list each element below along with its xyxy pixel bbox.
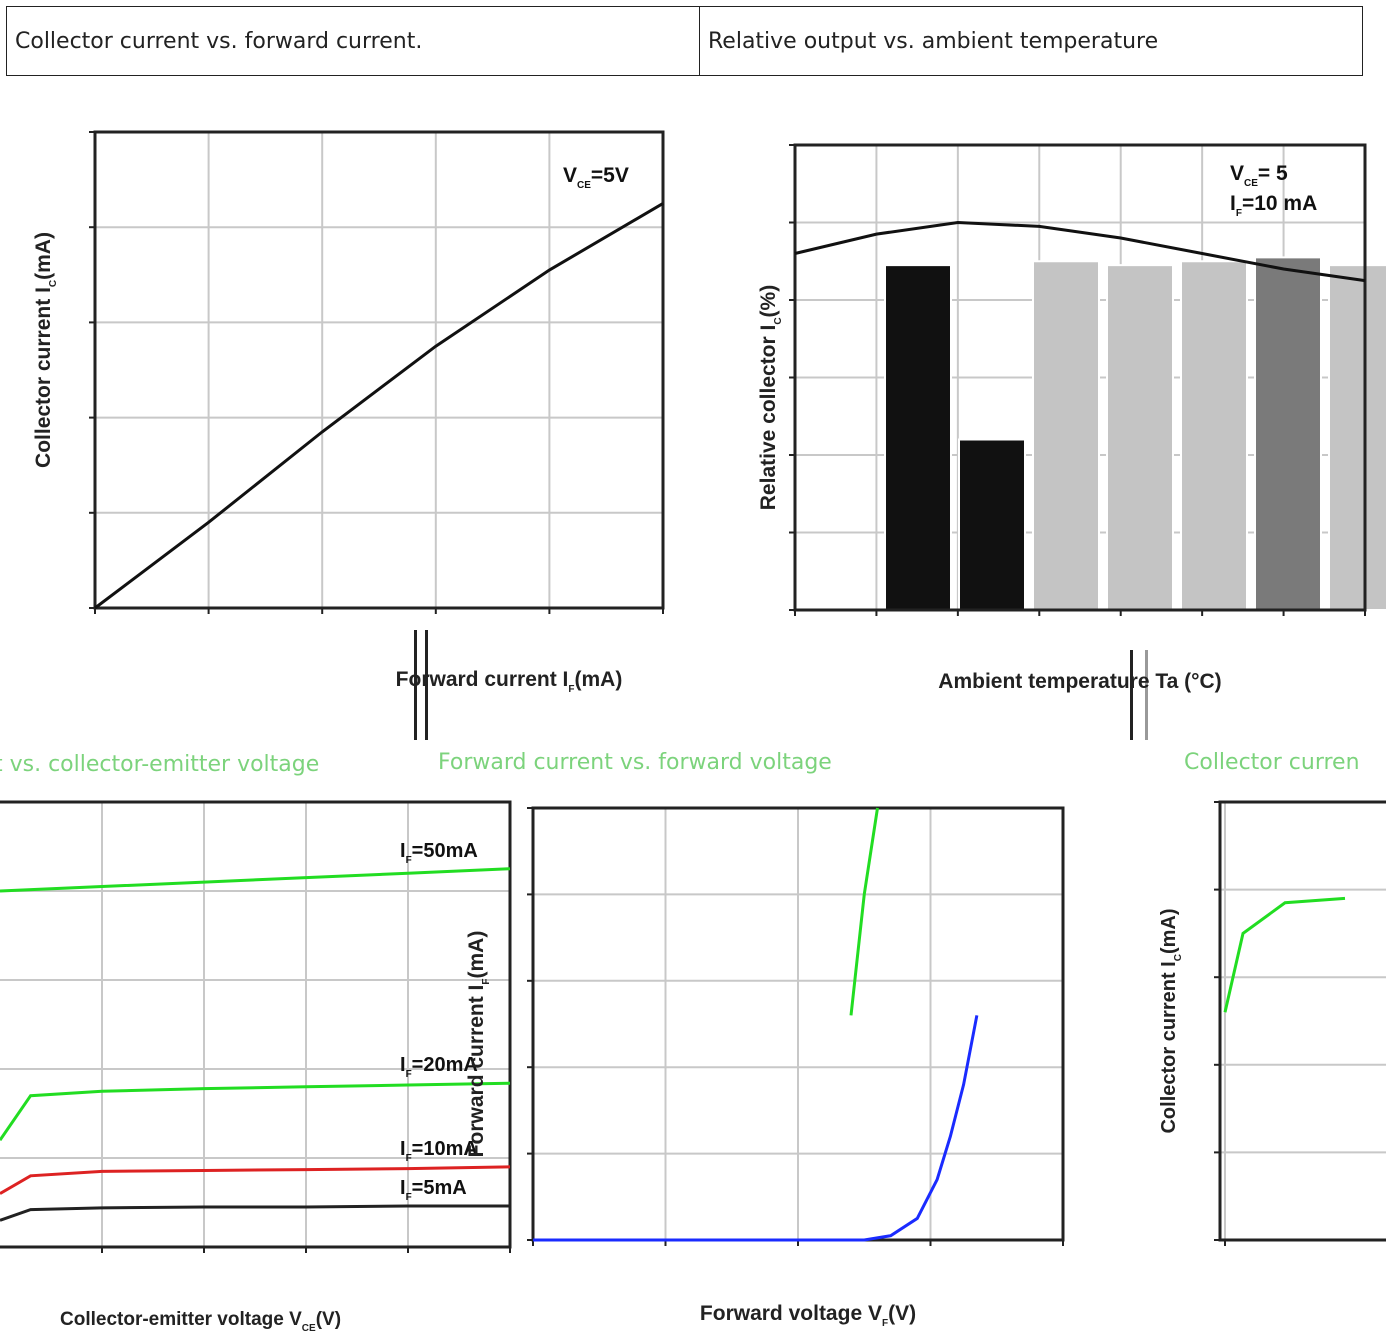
x-axis-label: Forward voltage VF(V)	[700, 1302, 916, 1329]
series-label: IF=5mA	[400, 1177, 467, 1203]
header-right-title: Relative output vs. ambient temperature	[708, 28, 1159, 54]
overlay-bar	[1106, 264, 1174, 611]
series-label: IF=10mA	[400, 1138, 478, 1164]
x-axis-label: Collector-emitter voltage VCE(V)	[60, 1309, 341, 1331]
annotation-vce: VCE=5V	[563, 164, 629, 191]
x-axis-label: Ambient temperature Ta (°C)	[938, 670, 1221, 693]
panel-title-bottom-right: Collector curren	[1184, 750, 1360, 775]
panel-divider-left	[414, 630, 428, 740]
chart-if-vs-vf: Forward voltage VF(V) Forward current IF(…	[465, 806, 1065, 1329]
overlay-bar	[884, 264, 952, 611]
plot-frame	[1218, 800, 1386, 1242]
header-left-title: Collector current vs. forward current.	[7, 7, 700, 75]
y-axis-label: Collector current IC(mA)	[32, 232, 59, 468]
overlay-bar	[958, 438, 1026, 611]
chart-ic-vs-vce-right: Collector current IC(mA)	[1158, 800, 1386, 1246]
plot-frame	[793, 143, 1367, 612]
x-axis-label: Forward current IF(mA)	[396, 668, 623, 695]
series-label: IF=20mA	[400, 1054, 478, 1080]
panel-divider-right	[1130, 650, 1148, 740]
overlay-bar	[1032, 260, 1100, 611]
panel-title-bottom-left: t vs. collector-emitter voltage	[0, 752, 320, 777]
annotation-vce: VCE= 5	[1230, 162, 1288, 189]
header-row: Collector current vs. forward current. R…	[6, 6, 1363, 76]
plot-frame	[0, 800, 512, 1249]
chart-rel-vs-temp: VCE= 5 IF=10 mA Ambient temperature Ta (°C…	[757, 143, 1386, 693]
series-line	[533, 1015, 979, 1242]
series-line	[794, 220, 1366, 283]
series-line	[0, 1081, 511, 1142]
annotation-if: IF=10 mA	[1230, 192, 1317, 219]
series-line	[849, 807, 879, 1016]
overlay-bar	[1328, 264, 1386, 611]
series-line	[1223, 896, 1346, 1013]
series-label: IF=50mA	[400, 840, 478, 866]
plot-frame	[93, 130, 665, 610]
series-line	[0, 1204, 510, 1222]
panel-title-bottom-middle: Forward current vs. forward voltage	[438, 750, 832, 775]
series-line	[0, 867, 511, 893]
chart-ic-vs-vce: IF=50mA IF=20mA IF=10mA IF=5mA Collector-emi…	[0, 800, 512, 1331]
series-line	[0, 1165, 511, 1195]
chart-ic-vs-if: VCE=5V Forward current IF(mA) Collector cu…	[32, 130, 665, 695]
y-axis-label: Forward current IF(mA)	[465, 931, 492, 1158]
overlay-bar	[1180, 260, 1248, 611]
overlay-bar	[1254, 256, 1322, 611]
y-axis-label: Collector current IC(mA)	[1158, 908, 1184, 1133]
y-axis-label: Relative collector IC(%)	[757, 285, 784, 510]
series-line	[94, 202, 664, 610]
